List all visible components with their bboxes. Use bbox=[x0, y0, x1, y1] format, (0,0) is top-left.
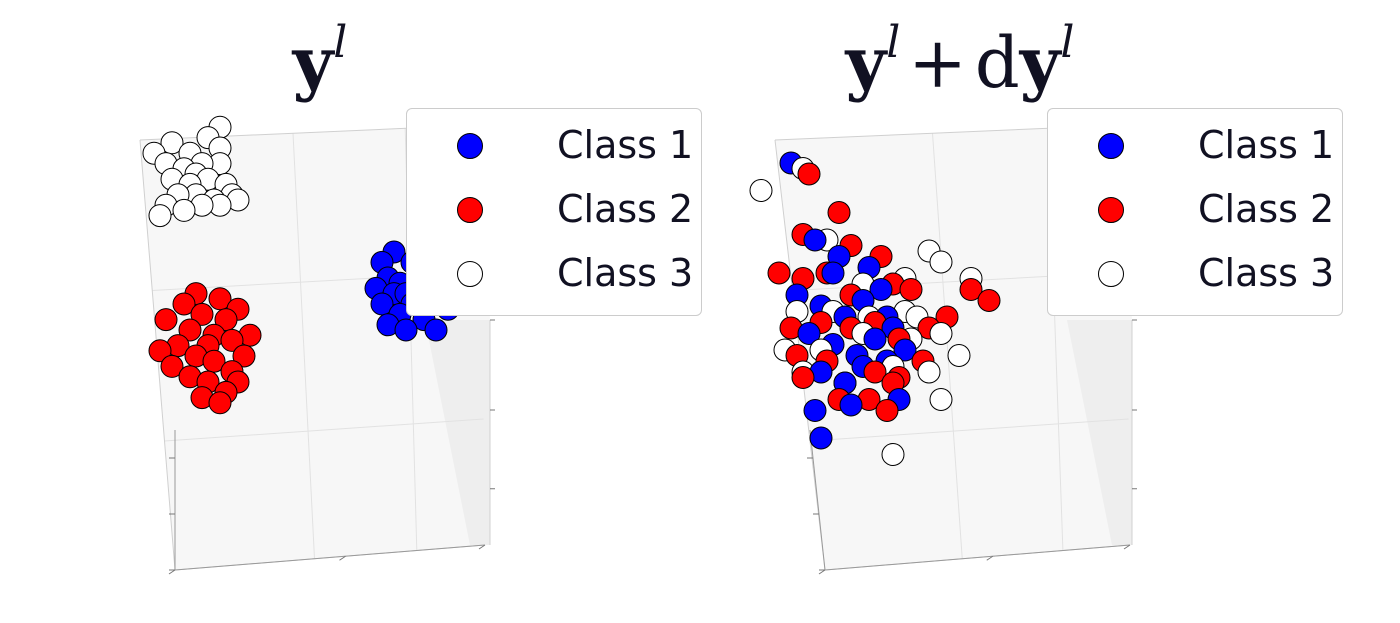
title-sup: l bbox=[1060, 17, 1075, 68]
data-point-class-1 bbox=[797, 322, 821, 345]
legend-label: Class 2 bbox=[557, 187, 694, 231]
legend-entry: Class 3 bbox=[407, 245, 701, 305]
data-point-class-2 bbox=[767, 261, 791, 285]
data-point-class-1 bbox=[803, 399, 827, 422]
data-point-class-3 bbox=[929, 322, 953, 345]
title-sup: l bbox=[333, 17, 348, 68]
legend-marker-class-2 bbox=[1098, 197, 1124, 223]
title-operator: + bbox=[908, 22, 967, 104]
legend-right: Class 1 Class 2 Class 3 bbox=[1047, 108, 1343, 316]
panel-left: yl Class 1 Class 2 Class 3 bbox=[0, 0, 702, 623]
data-point-class-2 bbox=[232, 344, 256, 368]
data-point-class-3 bbox=[917, 360, 941, 384]
gridline-vertical bbox=[292, 133, 315, 559]
data-point-class-2 bbox=[178, 318, 202, 342]
data-point-class-1 bbox=[424, 318, 448, 342]
data-point-class-2 bbox=[190, 302, 214, 326]
legend-marker-class-3 bbox=[457, 261, 483, 287]
title-base: y bbox=[292, 21, 334, 104]
data-point-class-2 bbox=[160, 354, 184, 378]
gridline-horizontal bbox=[164, 418, 484, 442]
legend-label: Class 3 bbox=[557, 251, 694, 295]
data-point-class-3 bbox=[749, 179, 773, 202]
legend-entry: Class 2 bbox=[407, 181, 701, 241]
title-base: y bbox=[845, 21, 887, 104]
data-point-class-2 bbox=[797, 162, 821, 186]
data-point-class-2 bbox=[959, 278, 983, 301]
data-point-class-1 bbox=[839, 393, 863, 417]
data-point-class-2 bbox=[208, 391, 232, 415]
data-point-class-3 bbox=[929, 388, 953, 411]
gridline-vertical bbox=[932, 133, 963, 559]
scatter-points bbox=[749, 151, 1001, 466]
data-point-class-1 bbox=[809, 426, 833, 450]
title-base: y bbox=[1019, 21, 1061, 104]
axis-tick bbox=[1123, 544, 1131, 550]
axis-tick bbox=[818, 569, 826, 575]
x-axis-line bbox=[824, 544, 1131, 571]
legend-marker-class-1 bbox=[457, 133, 483, 159]
panel-title-right: yl + dyl bbox=[640, 21, 1280, 99]
data-point-class-2 bbox=[875, 399, 899, 422]
data-point-class-2 bbox=[172, 292, 196, 316]
data-point-class-2 bbox=[220, 328, 244, 352]
panel-right: yl + dyl Class 1 Class 2 Class 3 bbox=[640, 0, 1343, 623]
title-sup: l bbox=[886, 17, 901, 68]
data-point-class-3 bbox=[172, 198, 196, 222]
legend-entry: Class 3 bbox=[1048, 245, 1342, 305]
axis-tick bbox=[478, 544, 486, 550]
axis-tick bbox=[339, 555, 346, 561]
legend-left: Class 1 Class 2 Class 3 bbox=[406, 108, 702, 316]
data-point-class-3 bbox=[148, 204, 172, 228]
data-point-class-1 bbox=[821, 261, 845, 285]
legend-label: Class 2 bbox=[1198, 187, 1335, 231]
y-axis-line bbox=[809, 429, 826, 571]
data-point-class-3 bbox=[947, 344, 971, 367]
data-point-class-3 bbox=[881, 443, 905, 466]
data-point-class-1 bbox=[863, 327, 887, 351]
title-differential: d bbox=[974, 22, 1020, 104]
legend-marker-class-2 bbox=[457, 197, 483, 223]
legend-marker-class-3 bbox=[1098, 261, 1124, 287]
data-point-class-1 bbox=[394, 318, 418, 342]
side-pane bbox=[1067, 320, 1132, 545]
data-point-class-2 bbox=[148, 339, 172, 363]
side-pane bbox=[425, 320, 490, 545]
legend-label: Class 1 bbox=[557, 123, 694, 167]
data-point-class-1 bbox=[869, 278, 893, 301]
gridline-horizontal bbox=[809, 418, 1129, 442]
legend-entry: Class 1 bbox=[1048, 117, 1342, 177]
x-axis-line bbox=[174, 544, 486, 571]
data-point-class-2 bbox=[827, 201, 851, 224]
data-point-class-2 bbox=[977, 289, 1001, 312]
axes-pane bbox=[140, 125, 490, 570]
data-point-class-3 bbox=[929, 250, 953, 274]
data-point-class-2 bbox=[154, 308, 178, 332]
axis-tick bbox=[168, 569, 176, 575]
legend-label: Class 1 bbox=[1198, 123, 1335, 167]
legend-entry: Class 1 bbox=[407, 117, 701, 177]
scatter-plot-right bbox=[749, 124, 1137, 575]
data-point-class-1 bbox=[893, 338, 917, 362]
data-point-class-2 bbox=[791, 366, 815, 389]
data-point-class-2 bbox=[899, 278, 923, 301]
legend-entry: Class 2 bbox=[1048, 181, 1342, 241]
legend-marker-class-1 bbox=[1098, 133, 1124, 159]
axis-tick bbox=[986, 555, 994, 561]
data-point-class-1 bbox=[803, 228, 827, 252]
data-point-class-2 bbox=[863, 360, 887, 384]
panel-title-left: yl bbox=[0, 21, 640, 98]
legend-label: Class 3 bbox=[1198, 251, 1335, 295]
